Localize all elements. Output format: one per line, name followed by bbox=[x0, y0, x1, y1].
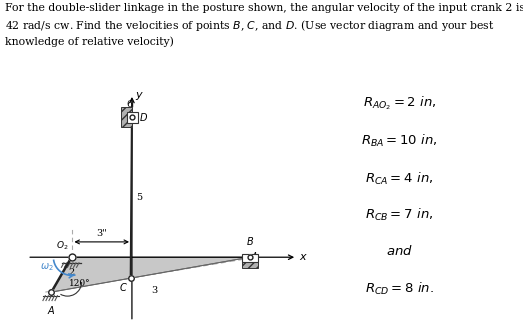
Text: $R_{BA} = 10\ in,$: $R_{BA} = 10\ in,$ bbox=[361, 133, 438, 149]
Bar bbox=[121, 107, 132, 127]
Bar bbox=[128, 112, 139, 122]
Text: $A$: $A$ bbox=[47, 304, 55, 316]
Text: $D$: $D$ bbox=[139, 111, 148, 123]
Text: $R_{CB} = 7\ in,$: $R_{CB} = 7\ in,$ bbox=[365, 207, 434, 223]
Bar bbox=[242, 259, 258, 268]
Text: 4: 4 bbox=[252, 252, 257, 261]
Bar bbox=[242, 254, 258, 261]
Text: $x$: $x$ bbox=[299, 252, 308, 262]
Text: $B$: $B$ bbox=[246, 235, 254, 247]
Text: For the double-slider linkage in the posture shown, the angular velocity of the : For the double-slider linkage in the pos… bbox=[5, 3, 523, 47]
Text: $R_{AO_2} = 2\ in,$: $R_{AO_2} = 2\ in,$ bbox=[363, 94, 436, 112]
Text: $y$: $y$ bbox=[135, 90, 144, 102]
Text: $R_{CD} = 8\ in.$: $R_{CD} = 8\ in.$ bbox=[365, 281, 434, 297]
Text: 120°: 120° bbox=[69, 278, 90, 288]
Text: 2: 2 bbox=[69, 268, 75, 277]
Text: 3": 3" bbox=[96, 229, 107, 238]
Text: 6: 6 bbox=[127, 100, 132, 109]
Text: $R_{CA} = 4\ in,$: $R_{CA} = 4\ in,$ bbox=[365, 171, 434, 187]
Text: 3: 3 bbox=[152, 286, 158, 295]
Text: $O_2$: $O_2$ bbox=[56, 240, 69, 252]
Text: 5: 5 bbox=[137, 193, 142, 202]
Text: $C$: $C$ bbox=[119, 281, 128, 293]
Polygon shape bbox=[51, 257, 249, 292]
Text: $\omega_2$: $\omega_2$ bbox=[40, 261, 54, 273]
Text: $and$: $and$ bbox=[386, 244, 413, 258]
